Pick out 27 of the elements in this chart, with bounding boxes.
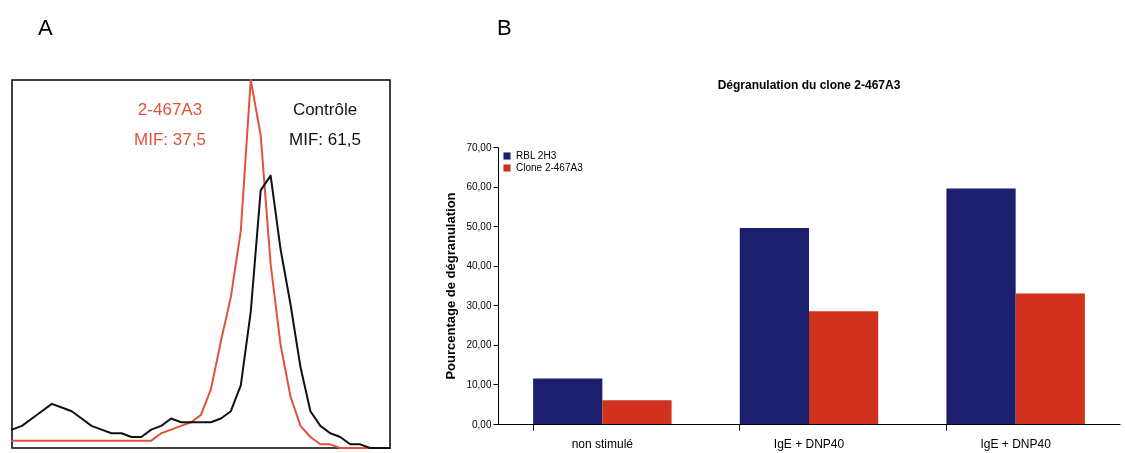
y-axis-title: Pourcentage de dégranulation	[443, 192, 459, 380]
annotation: MIF: 61,5	[289, 130, 361, 149]
bar	[1015, 293, 1085, 424]
x-tick-label: non stimulé	[571, 436, 634, 451]
text: Contrôle	[292, 100, 358, 119]
y-tick-label: 40,00	[466, 260, 492, 272]
legend-label: Clone 2-467A3	[516, 162, 584, 173]
legend-label: RBL 2H3	[516, 150, 557, 161]
text: B	[497, 15, 512, 40]
y-tick-label: 20,00	[466, 339, 492, 351]
annotation: MIF: 37,5	[134, 130, 206, 149]
bar	[739, 228, 809, 424]
y-tick-label: 0,00	[472, 418, 492, 430]
bar	[533, 378, 603, 424]
text: A	[38, 15, 53, 40]
x-tick-label: IgE + DNP40	[773, 436, 845, 451]
bar	[809, 311, 879, 424]
y-tick-label: 70,00	[466, 141, 492, 153]
bar	[602, 400, 672, 424]
chart-title: Dégranulation du clone 2-467A3	[717, 78, 901, 92]
x-tick-label: IgE + DNP40	[980, 436, 1052, 451]
text: 2-467A3	[137, 100, 203, 119]
y-tick-label: 60,00	[466, 181, 492, 193]
y-tick-label: 50,00	[466, 220, 492, 232]
y-tick-label: 30,00	[466, 299, 492, 311]
y-tick-label: 10,00	[466, 378, 492, 390]
bar	[946, 188, 1016, 424]
